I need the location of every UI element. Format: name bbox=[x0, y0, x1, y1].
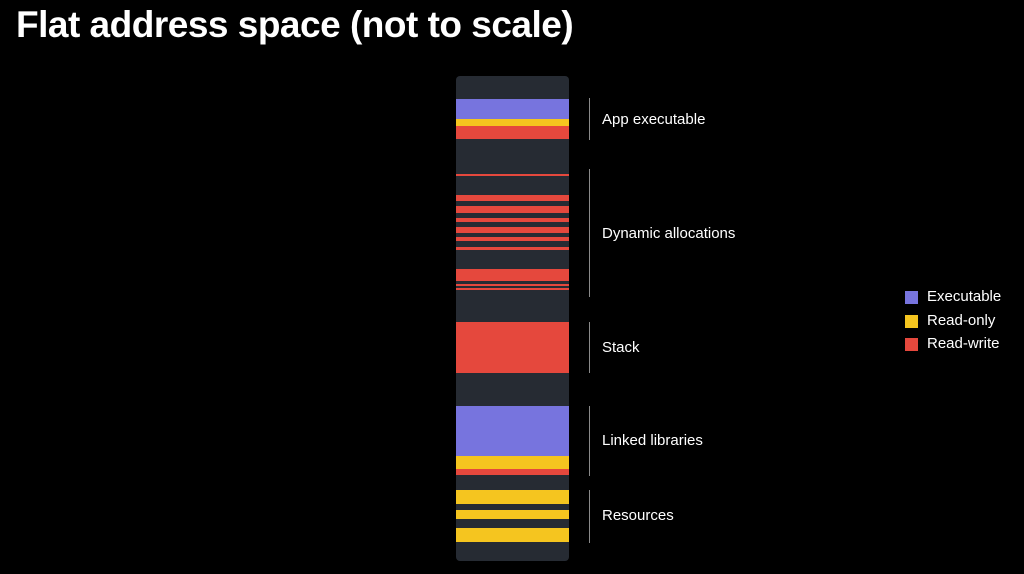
memory-segment-executable bbox=[456, 99, 569, 119]
memory-segment-read-only bbox=[456, 490, 569, 504]
region-label-app-executable: App executable bbox=[602, 111, 706, 128]
region-label-stack: Stack bbox=[602, 339, 640, 356]
legend-label-executable: Executable bbox=[927, 288, 1002, 305]
slide-title: Flat address space (not to scale) bbox=[16, 4, 574, 45]
memory-segment-read-write bbox=[456, 284, 569, 286]
legend-swatch-read-only bbox=[905, 314, 918, 328]
legend-label-read-only: Read-only bbox=[927, 311, 996, 329]
region-bracket-linked-libraries bbox=[589, 406, 590, 476]
memory-segment-read-write bbox=[456, 126, 569, 139]
memory-segment-read-write bbox=[456, 206, 569, 213]
memory-segment-read-write bbox=[456, 322, 569, 373]
memory-segment-read-write bbox=[456, 247, 569, 250]
memory-segment-read-write bbox=[456, 174, 569, 176]
memory-segment-read-only bbox=[456, 456, 569, 469]
memory-segment-read-write bbox=[456, 218, 569, 222]
region-label-dynamic-allocations: Dynamic allocations bbox=[602, 225, 736, 242]
region-bracket-resources bbox=[589, 490, 590, 543]
legend-swatch-executable bbox=[905, 291, 918, 304]
memory-segment-read-write bbox=[456, 227, 569, 233]
region-label-linked-libraries: Linked libraries bbox=[602, 432, 703, 449]
memory-segment-read-write bbox=[456, 269, 569, 281]
memory-segment-read-only bbox=[456, 528, 569, 542]
region-bracket-app-executable bbox=[589, 98, 590, 140]
legend-swatch-read-write bbox=[905, 338, 918, 351]
memory-segment-read-write bbox=[456, 195, 569, 201]
region-bracket-dynamic-allocations bbox=[589, 169, 590, 297]
memory-segment-read-write bbox=[456, 469, 569, 475]
legend-label-read-write: Read-write bbox=[927, 335, 1000, 352]
region-label-resources: Resources bbox=[602, 507, 674, 524]
region-bracket-stack bbox=[589, 322, 590, 373]
memory-segment-read-write bbox=[456, 288, 569, 290]
memory-segment-executable bbox=[456, 406, 569, 456]
address-space-bar bbox=[456, 76, 569, 561]
memory-segment-read-only bbox=[456, 510, 569, 519]
memory-segment-read-only bbox=[456, 119, 569, 126]
memory-segment-read-write bbox=[456, 237, 569, 241]
